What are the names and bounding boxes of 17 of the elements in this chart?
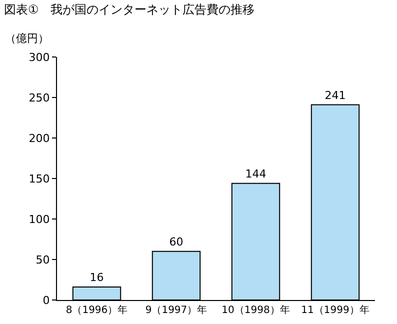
data-label: 60 xyxy=(169,235,184,248)
y-tick-label: 250 xyxy=(28,91,50,104)
x-tick-label: 9（1997）年 xyxy=(145,304,208,316)
y-tick-label: 150 xyxy=(28,172,50,186)
data-label: 241 xyxy=(324,88,346,102)
y-tick-label: 100 xyxy=(28,212,50,226)
chart-title: 図表① 我が国のインターネット広告費の推移 xyxy=(4,2,255,16)
y-tick-label: 300 xyxy=(28,50,50,64)
data-label: 16 xyxy=(90,271,104,284)
x-tick-label: 11（1999）年 xyxy=(301,304,370,316)
y-tick-label: 200 xyxy=(28,132,50,145)
y-tick-label: 0 xyxy=(42,294,50,307)
x-tick-label: 8（1996）年 xyxy=(66,304,128,316)
data-label: 144 xyxy=(245,167,266,180)
x-tick-label: 10（1998）年 xyxy=(222,304,290,316)
y-tick-label: 50 xyxy=(36,253,50,266)
y-axis-title: （億円） xyxy=(5,32,49,45)
